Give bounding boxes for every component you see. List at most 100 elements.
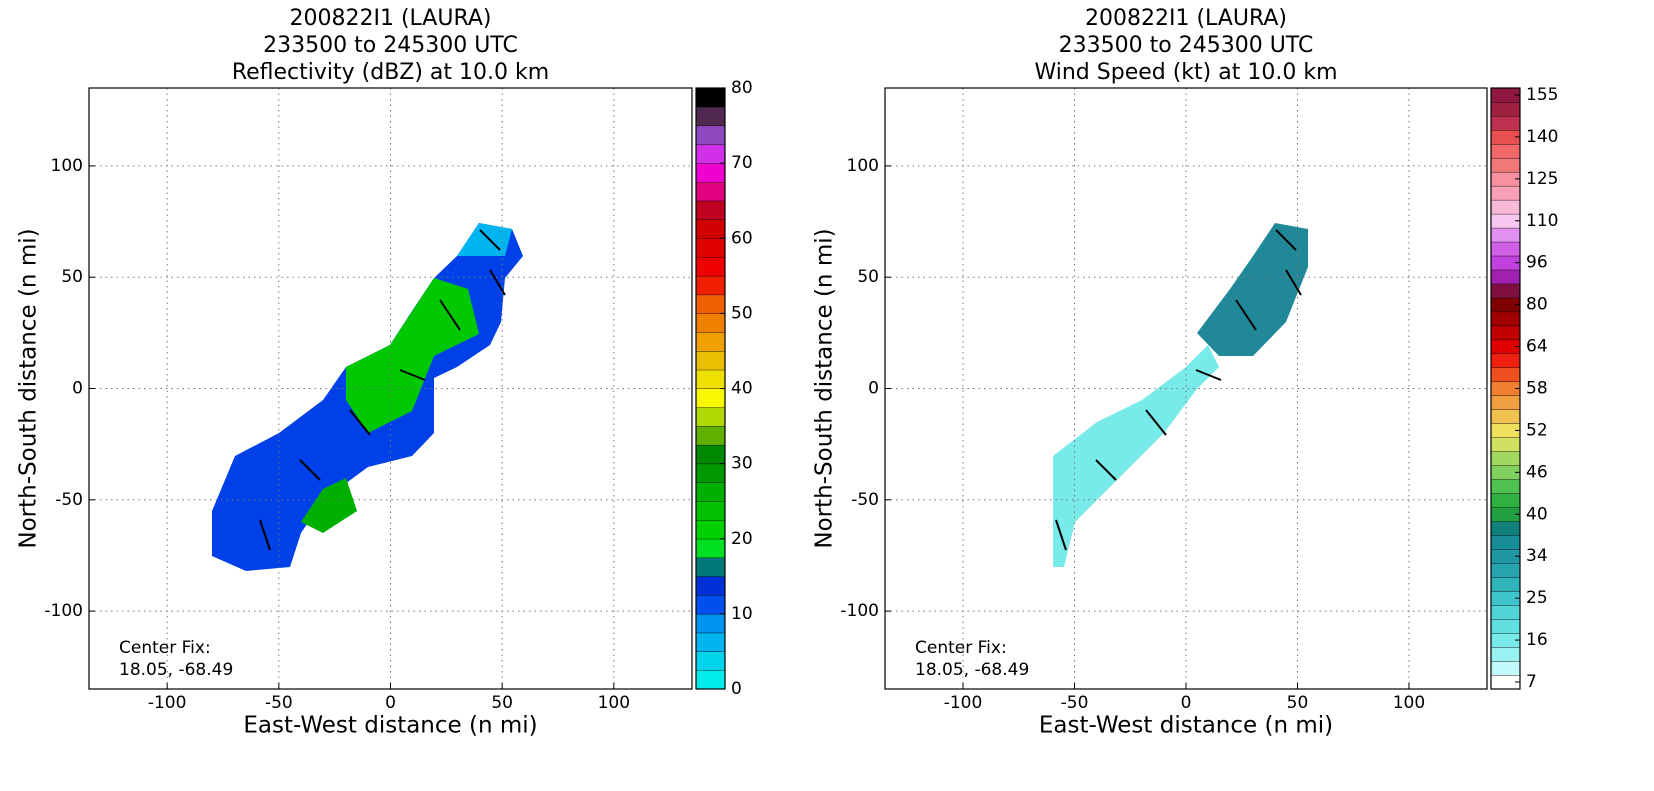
colorbar-tick-label: 10 xyxy=(731,604,753,624)
colorbar-swatch xyxy=(695,576,726,596)
x-tick-label: -100 xyxy=(148,693,187,713)
colorbar-tick-label: 20 xyxy=(731,529,753,549)
annotation: Center Fix: xyxy=(119,638,211,658)
colorbar-swatch xyxy=(1490,521,1521,536)
colorbar-swatch xyxy=(1490,227,1521,243)
colorbar-swatch xyxy=(1490,115,1521,131)
colorbar-swatch xyxy=(695,632,726,652)
chart-title: Reflectivity (dBZ) at 10.0 km xyxy=(232,60,549,85)
colorbar-swatch xyxy=(1490,269,1521,285)
colorbar-tick-label: 80 xyxy=(1526,295,1548,315)
y-tick-label: 0 xyxy=(72,379,83,399)
colorbar-swatch xyxy=(1490,311,1521,327)
x-tick-label: -50 xyxy=(265,693,293,713)
colorbar-tick-label: 155 xyxy=(1526,85,1558,105)
x-axis-label: East-West distance (n mi) xyxy=(1039,713,1333,739)
x-tick-label: 0 xyxy=(1181,693,1192,713)
colorbar-swatch xyxy=(1490,395,1521,410)
colorbar-swatch xyxy=(695,557,726,577)
colorbar-swatch xyxy=(695,350,726,371)
colorbar-tick-label: 50 xyxy=(731,303,753,323)
colorbar-swatch xyxy=(695,425,726,446)
colorbar-tick-label: 52 xyxy=(1526,420,1548,440)
x-tick-label: 100 xyxy=(1393,693,1425,713)
y-tick-label: -50 xyxy=(55,490,83,510)
colorbar-tick-label: 140 xyxy=(1526,127,1558,147)
colorbar-swatch xyxy=(695,407,726,427)
colorbar-swatch xyxy=(1490,185,1521,201)
y-tick-label: -100 xyxy=(840,601,879,621)
colorbar-swatch xyxy=(1490,367,1521,383)
y-tick-label: 100 xyxy=(51,156,83,176)
colorbar-swatch xyxy=(695,519,726,540)
colorbar-swatch xyxy=(1490,563,1521,578)
colorbar-swatch xyxy=(695,613,726,634)
colorbar-tick-label: 7 xyxy=(1526,672,1537,692)
colorbar-swatch xyxy=(1490,353,1521,369)
colorbar-swatch xyxy=(695,106,726,127)
x-axis-label: East-West distance (n mi) xyxy=(243,713,537,739)
colorbar-tick-label: 25 xyxy=(1526,588,1548,608)
colorbar-tick-label: 96 xyxy=(1526,253,1548,273)
colorbar-swatch xyxy=(1490,493,1521,508)
x-tick-label: 50 xyxy=(1287,693,1309,713)
chart-title: Wind Speed (kt) at 10.0 km xyxy=(1034,60,1337,85)
colorbar-swatch xyxy=(695,670,726,690)
wind-barbs xyxy=(259,229,1302,551)
colorbar-swatch xyxy=(1490,618,1521,634)
colorbar-swatch xyxy=(695,256,726,277)
chart-title: 200822I1 (LAURA) xyxy=(290,6,492,31)
annotation: Center Fix: xyxy=(915,638,1007,658)
y-tick-label: -100 xyxy=(44,601,83,621)
chart-title: 200822I1 (LAURA) xyxy=(1085,6,1287,31)
colorbar-tick-label: 40 xyxy=(1526,504,1548,524)
y-axis-label: North-South distance (n mi) xyxy=(812,228,838,548)
colorbar-swatch xyxy=(1490,604,1521,620)
reflectivity-field xyxy=(212,223,523,571)
colorbar-swatch xyxy=(695,294,726,314)
y-tick-label: 100 xyxy=(847,156,879,176)
colorbar-tick-label: 30 xyxy=(731,454,753,474)
colorbar-swatch xyxy=(695,482,726,502)
colorbar-tick-label: 34 xyxy=(1526,546,1548,566)
colorbar-swatch xyxy=(695,125,726,145)
colorbar-swatch xyxy=(1490,143,1521,159)
colorbar-tick-label: 110 xyxy=(1526,211,1558,231)
colorbar-swatch xyxy=(695,500,726,521)
colorbar-swatch xyxy=(695,144,726,164)
colorbar-swatch xyxy=(1490,576,1521,592)
chart-title: 233500 to 245300 UTC xyxy=(263,33,518,58)
y-tick-label: -50 xyxy=(851,490,879,510)
colorbar-swatch xyxy=(1490,479,1521,494)
x-tick-label: 0 xyxy=(385,693,396,713)
annotation: 18.05, -68.49 xyxy=(119,660,233,680)
wind-field xyxy=(1053,223,1308,567)
colorbar-swatch xyxy=(695,369,726,389)
colorbar-swatch xyxy=(695,538,726,559)
colorbar-swatch xyxy=(1490,646,1521,662)
chart-title: 233500 to 245300 UTC xyxy=(1059,33,1314,58)
annotation: 18.05, -68.49 xyxy=(915,660,1029,680)
colorbar-swatch xyxy=(695,238,726,258)
colorbar-swatch xyxy=(695,651,726,671)
colorbar-tick-label: 80 xyxy=(731,78,753,98)
colorbar-swatch xyxy=(695,313,726,333)
colorbar-swatch xyxy=(695,331,726,352)
colorbar-swatch xyxy=(695,388,726,408)
colorbar-swatch xyxy=(1490,451,1521,466)
colorbar-swatch xyxy=(1490,660,1521,676)
colorbar-swatch xyxy=(695,87,726,108)
colorbar-tick-label: 125 xyxy=(1526,169,1558,189)
colorbar-tick-label: 16 xyxy=(1526,630,1548,650)
colorbar-swatch xyxy=(695,181,726,202)
x-tick-label: -50 xyxy=(1061,693,1089,713)
colorbar-swatch xyxy=(695,463,726,483)
y-tick-label: 0 xyxy=(868,379,879,399)
colorbar-swatch xyxy=(1490,409,1521,424)
colorbar-swatch xyxy=(1490,101,1521,117)
y-tick-label: 50 xyxy=(857,267,879,287)
colorbar-swatch xyxy=(1490,157,1521,173)
colorbar-swatch xyxy=(1490,535,1521,550)
